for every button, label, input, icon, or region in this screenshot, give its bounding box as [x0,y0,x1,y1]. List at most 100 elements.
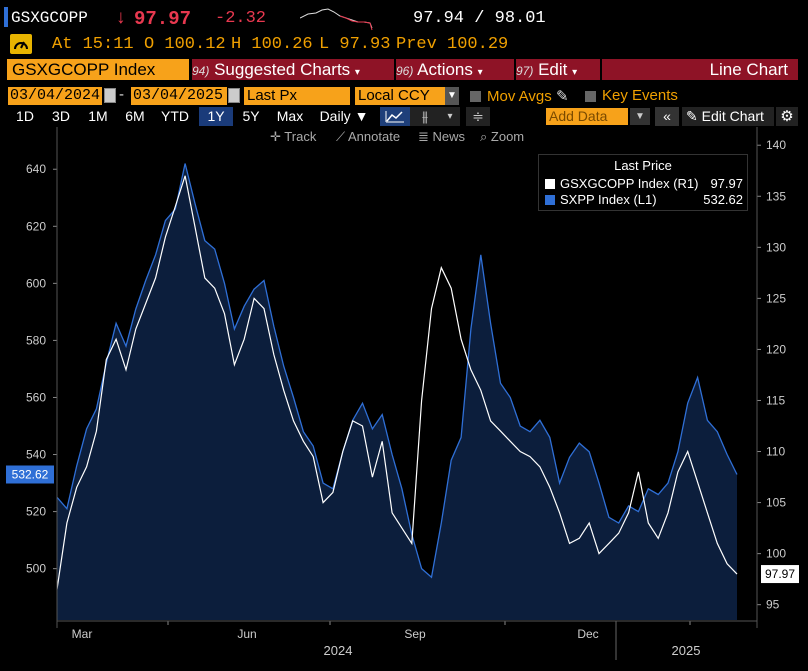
menu-number: 97) [516,64,534,78]
chevron-down-icon[interactable]: ▼ [445,87,459,105]
chevron-down-icon[interactable]: ▾ [440,107,460,126]
right-tick-label: 100 [766,547,786,561]
mov-avgs-label[interactable]: Mov Avgs ✎ [487,87,569,105]
left-tick-label: 620 [26,219,46,233]
suggested-charts-menu[interactable]: 94) Suggested Charts ▾ [192,59,394,80]
annotate-tool[interactable]: ⟋ Annotate [336,129,400,145]
calendar-icon[interactable] [228,88,240,103]
edit-chart-button[interactable]: ✎ Edit Chart [682,107,774,126]
news-tool[interactable]: ≣ News [418,129,465,145]
legend-item-sxpp[interactable]: SXPP Index (L1) 532.62 [545,192,743,207]
actions-menu[interactable]: 96) Actions ▾ [396,59,514,80]
high-price: H 100.26 [231,35,313,54]
candlestick-icon[interactable]: ⫵ [410,107,440,126]
live-gauge-icon [10,34,32,54]
track-label: Track [284,129,317,144]
chevron-down-icon[interactable]: ▼ [630,108,650,125]
x-axis: Mar Jun Sep Dec 2024 2025 [72,621,701,660]
period-5y[interactable]: 5Y [242,108,260,124]
currency-select[interactable]: Local CCY [355,87,457,105]
quote-bar [0,0,808,34]
legend-label: GSXGCOPP Index (R1) [560,176,699,191]
gsxgcopp-last-tag-label: 97.97 [765,567,795,581]
menu-label: Suggested Charts [214,60,351,79]
chevron-down-icon: ▼ [354,108,369,124]
year-label: 2025 [672,643,701,658]
period-1d[interactable]: 1D [16,108,34,124]
gsxgcopp-line[interactable] [56,175,738,590]
last-value-tags: 532.62 97.97 [6,465,799,584]
prev-close: Prev 100.29 [396,35,509,54]
left-axis: 500 520 540 560 580 600 620 640 [26,162,57,576]
add-data-input[interactable]: Add Data [546,108,628,125]
calendar-icon[interactable] [104,88,116,103]
legend-item-gsxgcopp[interactable]: GSXGCOPP Index (R1) 97.97 [545,176,743,191]
left-tick-label: 540 [26,448,46,462]
start-date-input[interactable]: 03/04/2024 [8,87,102,105]
x-tick-label: Dec [577,627,598,641]
chart-type-label[interactable]: Line Chart [602,59,798,80]
security-name[interactable]: GSXGCOPP [11,9,88,27]
zoom-label: Zoom [490,129,525,144]
end-date-input[interactable]: 03/04/2025 [131,87,227,105]
price-chart[interactable]: 500 520 540 560 580 600 620 640 95 100 105 110 115 1… [0,127,808,671]
edit-menu[interactable]: 97) Edit ▾ [516,59,600,80]
annotate-label: Annotate [348,129,401,144]
key-events-checkbox[interactable] [585,91,596,102]
menu-label: Edit [538,60,568,79]
legend-swatch [545,195,555,205]
pencil-icon[interactable]: ✎ [555,88,569,105]
sxpp-last-tag-label: 532.62 [12,468,49,482]
period-6m[interactable]: 6M [125,108,145,124]
index-input[interactable]: GSXGCOPP Index [7,59,189,80]
left-tick-label: 560 [26,390,46,404]
news-icon: ≣ [418,129,429,144]
period-1y[interactable]: 1Y [199,107,233,126]
line-chart-icon[interactable] [380,107,410,126]
date-separator: - [119,86,124,103]
security-marker [4,7,8,27]
chevron-down-icon: ▾ [572,67,578,78]
right-tick-label: 110 [766,445,785,459]
right-tick-label: 130 [766,240,786,254]
legend-value: 532.62 [703,192,743,207]
menu-label: Actions [417,60,473,79]
down-arrow-icon: ↓ [116,7,126,28]
right-tick-label: 95 [766,598,780,612]
legend-label: SXPP Index (L1) [560,192,657,207]
gsxgcopp-last-tag [761,565,799,584]
sxpp-area [57,163,737,620]
period-max[interactable]: Max [276,108,304,124]
period-3d[interactable]: 3D [52,108,70,124]
right-tick-label: 120 [766,342,786,356]
x-tick-label: Sep [404,627,426,641]
field-select[interactable]: Last Px [244,87,350,105]
left-tick-label: 500 [26,562,46,576]
menu-number: 96) [396,64,414,78]
legend-swatch [545,179,555,189]
collapse-icon[interactable]: « [655,107,679,126]
quote-time: At 15:11 [52,35,134,54]
net-change: -2.32 [215,9,267,28]
key-events-label[interactable]: Key Events [602,87,678,104]
x-tick-label: Jun [237,627,256,641]
news-label: News [432,129,466,144]
mov-avgs-checkbox[interactable] [470,91,481,102]
period-ytd[interactable]: YTD [161,108,189,124]
gear-icon[interactable]: ⚙ [776,107,798,126]
right-tick-label: 135 [766,189,786,203]
legend-title: Last Price [614,158,672,173]
mov-avgs-text: Mov Avgs [487,88,552,105]
zoom-tool[interactable]: ⌕ Zoom [480,129,524,145]
frequency-select[interactable]: Daily ▼ [314,107,374,126]
period-1m[interactable]: 1M [88,108,108,124]
search-icon: ⌕ [480,129,488,144]
sxpp-line[interactable] [56,163,738,579]
left-tick-label: 520 [26,505,46,519]
left-tick-label: 640 [26,162,46,176]
filter-icon[interactable]: ≑ [466,107,490,126]
right-axis: 95 100 105 110 115 120 125 130 135 140 [757,138,786,612]
track-tool[interactable]: ✛ Track [270,129,316,145]
low-price: L 97.93 [319,35,391,54]
crosshair-icon: ✛ [270,129,281,144]
